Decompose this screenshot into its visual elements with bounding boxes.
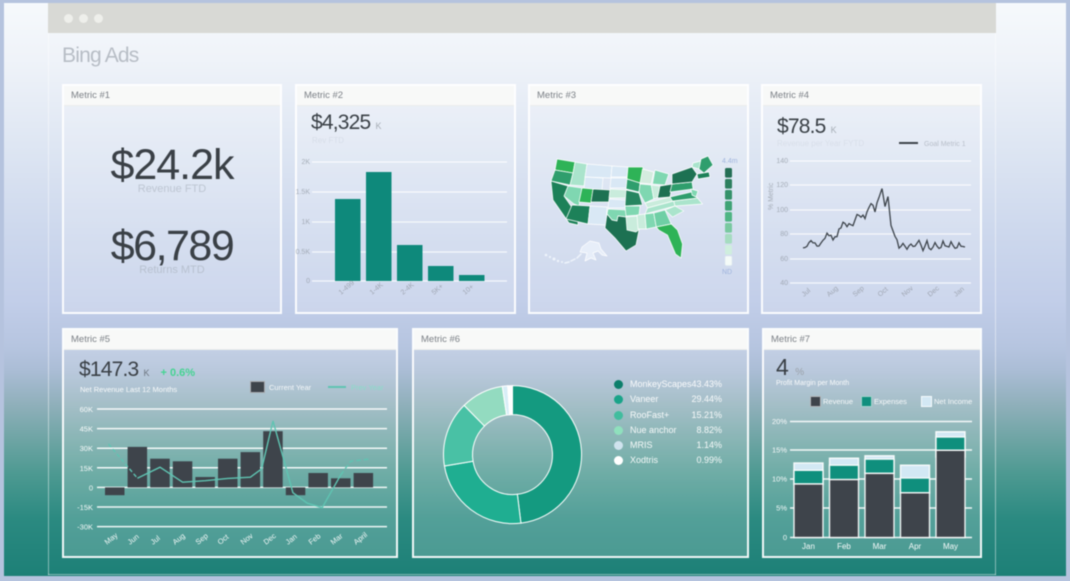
- svg-text:Oct: Oct: [877, 286, 890, 298]
- svg-text:2K: 2K: [301, 159, 310, 166]
- svg-text:Dec: Dec: [927, 285, 941, 299]
- svg-text:Oct: Oct: [216, 532, 231, 547]
- svg-text:60: 60: [780, 256, 788, 263]
- svg-text:1K: 1K: [301, 219, 310, 226]
- svg-text:Jan: Jan: [802, 542, 815, 551]
- svg-text:Sep: Sep: [194, 531, 210, 546]
- svg-text:140: 140: [776, 158, 788, 165]
- svg-text:April: April: [352, 530, 370, 547]
- svg-text:5K+: 5K+: [431, 283, 445, 296]
- svg-text:60K: 60K: [80, 405, 93, 414]
- svg-text:10+: 10+: [462, 284, 476, 297]
- svg-text:10%: 10%: [772, 475, 787, 484]
- svg-text:0.5K: 0.5K: [296, 249, 311, 256]
- svg-text:Feb: Feb: [307, 532, 323, 547]
- svg-text:15K: 15K: [80, 464, 93, 473]
- svg-text:Apr: Apr: [909, 542, 922, 551]
- svg-text:Jan: Jan: [284, 532, 299, 547]
- svg-text:100: 100: [776, 207, 788, 214]
- svg-text:120: 120: [776, 182, 788, 189]
- svg-text:Aug: Aug: [171, 531, 187, 546]
- svg-text:-30K: -30K: [77, 523, 93, 532]
- svg-text:40: 40: [780, 280, 788, 287]
- svg-text:4.4m: 4.4m: [722, 158, 738, 165]
- svg-text:Nov: Nov: [901, 285, 915, 299]
- svg-text:45K: 45K: [80, 425, 93, 434]
- svg-text:Jul: Jul: [801, 287, 813, 298]
- svg-text:-15K: -15K: [77, 503, 93, 512]
- svg-text:Jul: Jul: [149, 533, 162, 546]
- svg-text:30K: 30K: [80, 444, 93, 453]
- svg-text:Aug: Aug: [826, 285, 840, 298]
- svg-text:1-4K: 1-4K: [369, 281, 385, 296]
- svg-text:% Metric: % Metric: [768, 182, 775, 210]
- svg-text:Mar: Mar: [873, 542, 887, 551]
- svg-text:Sep: Sep: [852, 285, 866, 298]
- svg-text:ND: ND: [722, 269, 732, 275]
- svg-text:5%: 5%: [776, 504, 787, 513]
- svg-text:May: May: [943, 542, 958, 551]
- svg-text:2-4K: 2-4K: [400, 281, 416, 296]
- svg-text:Dec: Dec: [262, 531, 278, 546]
- svg-text:80: 80: [780, 231, 788, 238]
- svg-text:Mar: Mar: [329, 531, 345, 546]
- svg-text:Nov: Nov: [239, 531, 255, 546]
- svg-text:1.5K: 1.5K: [296, 189, 311, 196]
- svg-text:0: 0: [306, 278, 310, 285]
- svg-text:Feb: Feb: [837, 542, 851, 551]
- svg-text:20%: 20%: [772, 417, 787, 426]
- svg-text:Jun: Jun: [126, 532, 141, 547]
- svg-text:Goal Metric 1: Goal Metric 1: [924, 141, 966, 148]
- svg-text:0: 0: [783, 533, 787, 542]
- svg-text:May: May: [103, 531, 120, 547]
- svg-text:0: 0: [89, 483, 93, 492]
- svg-text:15%: 15%: [772, 446, 787, 455]
- svg-text:Jan: Jan: [953, 286, 966, 299]
- svg-text:1-499: 1-499: [338, 280, 356, 297]
